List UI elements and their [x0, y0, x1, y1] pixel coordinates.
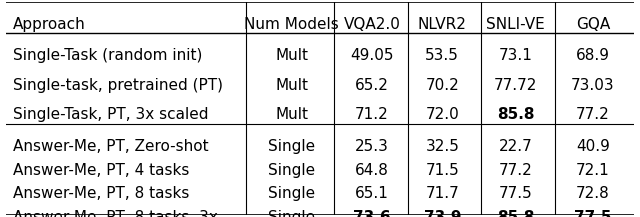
Text: Answer-Me, PT, 8 tasks, 3x: Answer-Me, PT, 8 tasks, 3x: [13, 210, 218, 217]
Text: Single-task, pretrained (PT): Single-task, pretrained (PT): [13, 78, 223, 93]
Text: 25.3: 25.3: [355, 139, 389, 154]
Text: 72.1: 72.1: [576, 163, 610, 178]
Text: Mult: Mult: [275, 107, 308, 122]
Text: 85.8: 85.8: [497, 107, 534, 122]
Text: Approach: Approach: [13, 17, 85, 32]
Text: 73.1: 73.1: [499, 48, 532, 63]
Text: 73.03: 73.03: [571, 78, 614, 93]
Text: Single: Single: [268, 210, 316, 217]
Text: Answer-Me, PT, 8 tasks: Answer-Me, PT, 8 tasks: [13, 186, 189, 201]
Text: 71.5: 71.5: [426, 163, 459, 178]
Text: 71.7: 71.7: [426, 186, 459, 201]
Text: 64.8: 64.8: [355, 163, 389, 178]
Text: Answer-Me, PT, Zero-shot: Answer-Me, PT, Zero-shot: [13, 139, 208, 154]
Text: 77.72: 77.72: [494, 78, 538, 93]
Text: 71.2: 71.2: [355, 107, 389, 122]
Text: 73.9: 73.9: [424, 210, 461, 217]
Text: Answer-Me, PT, 4 tasks: Answer-Me, PT, 4 tasks: [13, 163, 189, 178]
Text: Single: Single: [268, 163, 316, 178]
Text: 32.5: 32.5: [426, 139, 460, 154]
Text: Mult: Mult: [275, 48, 308, 63]
Text: 77.5: 77.5: [499, 186, 532, 201]
Text: 65.2: 65.2: [355, 78, 389, 93]
Text: Single-Task (random init): Single-Task (random init): [13, 48, 202, 63]
Text: 72.8: 72.8: [576, 186, 610, 201]
Text: 68.9: 68.9: [576, 48, 610, 63]
Text: 77.2: 77.2: [576, 107, 610, 122]
Text: 53.5: 53.5: [426, 48, 460, 63]
Text: 70.2: 70.2: [426, 78, 459, 93]
Text: SNLI-VE: SNLI-VE: [486, 17, 545, 32]
Text: Single: Single: [268, 186, 316, 201]
Text: VQA2.0: VQA2.0: [344, 17, 401, 32]
Text: GQA: GQA: [576, 17, 610, 32]
Text: 73.6: 73.6: [353, 210, 391, 217]
Text: NLVR2: NLVR2: [418, 17, 467, 32]
Text: 77.2: 77.2: [499, 163, 532, 178]
Text: 49.05: 49.05: [350, 48, 394, 63]
Text: 85.8: 85.8: [497, 210, 534, 217]
Text: Single-Task, PT, 3x scaled: Single-Task, PT, 3x scaled: [13, 107, 208, 122]
Text: Single: Single: [268, 139, 316, 154]
Text: 22.7: 22.7: [499, 139, 532, 154]
Text: Mult: Mult: [275, 78, 308, 93]
Text: 65.1: 65.1: [355, 186, 389, 201]
Text: 72.0: 72.0: [426, 107, 459, 122]
Text: 40.9: 40.9: [576, 139, 610, 154]
Text: Num Models: Num Models: [244, 17, 339, 32]
Text: 77.5: 77.5: [574, 210, 612, 217]
